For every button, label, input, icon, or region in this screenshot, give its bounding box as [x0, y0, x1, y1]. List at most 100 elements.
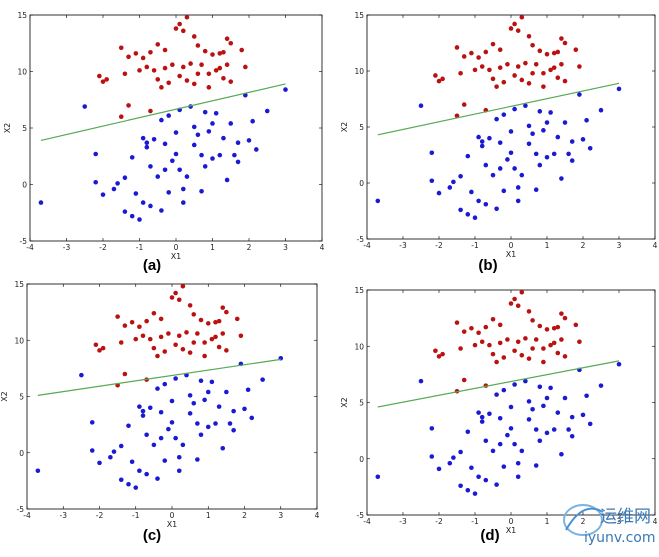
scatter-point-red — [512, 73, 517, 78]
scatter-point-red — [454, 320, 460, 325]
scatter-point-blue — [260, 377, 265, 382]
scatter-point-red — [562, 40, 568, 46]
scatter-point-red — [173, 290, 178, 296]
scatter-point-red — [559, 337, 564, 342]
y-tick-label: 15 — [354, 11, 364, 20]
scatter-point-blue — [221, 135, 226, 141]
scatter-point-blue — [375, 198, 381, 204]
scatter-point-blue — [205, 424, 211, 430]
scatter-point-blue — [584, 117, 589, 123]
scatter-point-blue — [479, 143, 485, 149]
scatter-point-blue — [512, 166, 517, 171]
scatter-point-red — [497, 322, 503, 328]
x-tick-label: 1 — [210, 243, 215, 252]
scatter-point-blue — [519, 448, 525, 454]
scatter-point-blue — [122, 209, 128, 214]
scatter-point-red — [487, 67, 492, 73]
scatter-point-red — [181, 64, 186, 70]
x-tick-label: -1 — [471, 517, 479, 526]
scatter-point-red — [104, 77, 109, 82]
x-tick-label: -2 — [96, 511, 104, 520]
scatter-point-red — [144, 318, 149, 324]
scatter-point-blue — [494, 392, 499, 397]
decision-line — [377, 360, 620, 408]
scatter-point-blue — [537, 384, 543, 390]
scatter-point-blue — [447, 460, 453, 466]
subplot-a: -4 -3 -2 -1 0 1 2 3 4 -5 0 5 10 15 X1 X2 (a) — [3, 11, 325, 274]
x-tick-label: 4 — [653, 517, 658, 526]
scatter-point-red — [126, 54, 131, 60]
scatter-point-blue — [559, 451, 564, 457]
scatter-point-blue — [497, 441, 503, 447]
scatter-point-red — [140, 333, 146, 339]
scatter-point-blue — [133, 191, 139, 196]
scatter-point-red — [162, 47, 168, 53]
scatter-point-red — [537, 48, 543, 54]
scatter-point-blue — [541, 403, 546, 409]
scatter-point-blue — [129, 155, 135, 160]
scatter-point-blue — [181, 186, 186, 192]
scatter-point-blue — [198, 432, 204, 438]
scatter-point-red — [118, 45, 124, 51]
scatter-point-red — [118, 340, 124, 345]
scatter-point-blue — [490, 448, 496, 454]
scatter-point-blue — [469, 465, 474, 471]
scatter-point-blue — [217, 152, 223, 158]
x-tick-label: -2 — [435, 517, 443, 526]
scatter-point-blue — [89, 448, 95, 453]
x-tick-label: -2 — [99, 243, 107, 252]
scatter-point-blue — [458, 207, 463, 213]
x-tick-label: 3 — [617, 241, 622, 250]
x-tick-label: 2 — [242, 511, 247, 520]
scatter-point-red — [191, 312, 197, 317]
scatter-point-blue — [191, 142, 197, 148]
y-tick-label: 5 — [359, 399, 364, 408]
scatter-point-red — [187, 350, 193, 355]
scatter-point-blue — [140, 413, 146, 418]
y-tick-label: 10 — [17, 68, 27, 77]
scatter-point-red — [501, 355, 507, 360]
scatter-point-red — [530, 70, 535, 76]
scatter-point-red — [440, 76, 445, 82]
scatter-point-red — [206, 71, 212, 77]
scatter-point-red — [479, 339, 485, 345]
scatter-point-blue — [476, 410, 481, 415]
y-tick-label: 0 — [359, 455, 364, 464]
scatter-point-red — [195, 43, 201, 48]
scatter-point-red — [501, 79, 507, 85]
scatter-point-blue — [472, 215, 478, 221]
scatter-point-blue — [512, 441, 517, 447]
y-axis-label: X2 — [3, 123, 12, 134]
scatter-point-red — [458, 346, 463, 351]
scatter-point-red — [497, 47, 503, 53]
scatter-point-blue — [155, 386, 160, 391]
scatter-point-blue — [181, 200, 186, 205]
scatter-point-blue — [497, 415, 503, 421]
scatter-point-blue — [245, 387, 251, 393]
scatter-point-blue — [195, 132, 201, 138]
decision-line — [40, 83, 286, 142]
scatter-point-red — [191, 340, 197, 345]
scatter-point-blue — [220, 445, 226, 451]
scatter-point-blue — [544, 430, 550, 436]
x-tick-label: -4 — [23, 511, 31, 520]
scatter-point-red — [537, 323, 543, 329]
scatter-point-red — [224, 309, 229, 315]
scatter-point-red — [122, 71, 128, 77]
scatter-point-blue — [429, 150, 435, 156]
scatter-point-red — [555, 324, 561, 330]
scatter-point-blue — [487, 135, 492, 141]
scatter-point-red — [530, 346, 535, 351]
scatter-point-blue — [451, 179, 456, 185]
scatter-point-blue — [497, 166, 503, 171]
scatter-point-red — [202, 353, 207, 359]
scatter-point-red — [170, 62, 175, 68]
scatter-point-red — [551, 50, 557, 56]
scatter-point-blue — [526, 399, 532, 404]
scatter-point-blue — [111, 449, 117, 454]
scatter-point-blue — [587, 421, 593, 427]
scatter-point-blue — [187, 393, 193, 398]
scatter-point-blue — [100, 192, 106, 197]
scatter-point-blue — [429, 454, 435, 459]
scatter-point-blue — [551, 151, 557, 157]
